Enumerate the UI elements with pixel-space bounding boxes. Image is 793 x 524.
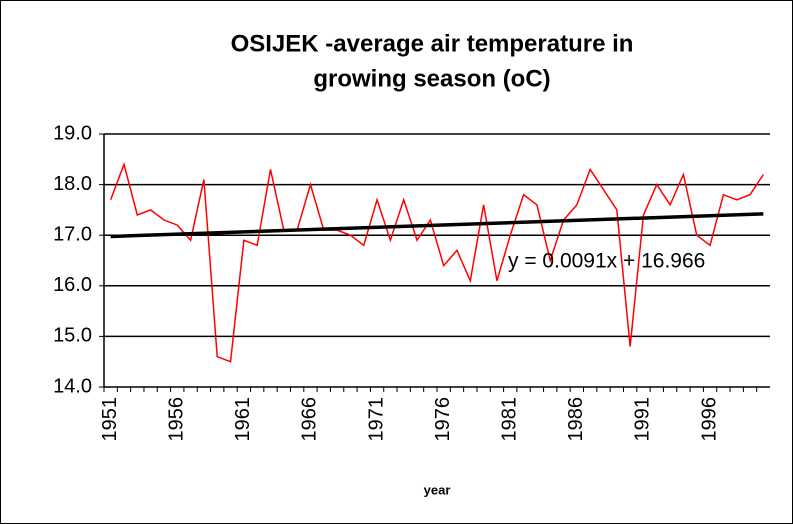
x-tick-label: 1991 (632, 397, 654, 442)
x-tick-label: 1961 (232, 397, 254, 442)
x-tick-label: 1966 (299, 397, 321, 442)
y-tick-label: 17.0 (53, 223, 92, 245)
chart-title: OSIJEK -average air temperature in (231, 30, 634, 57)
y-tick-label: 14.0 (53, 375, 92, 397)
x-tick-label: 1996 (698, 397, 720, 442)
trendline (110, 212, 764, 239)
x-tick-label: 1951 (99, 397, 121, 442)
chart-title: growing season (oC) (313, 65, 550, 92)
x-axis-label: year (424, 482, 451, 497)
data-line (109, 161, 764, 363)
x-tick-label: 1956 (166, 397, 188, 442)
x-tick-label: 1976 (432, 397, 454, 442)
x-tick-label: 1986 (565, 397, 587, 442)
y-tick-label: 19.0 (53, 122, 92, 144)
y-tick-label: 18.0 (53, 173, 92, 195)
trendline-equation: y = 0.0091x + 16.966 (508, 250, 705, 273)
x-tick-label: 1981 (499, 397, 521, 442)
y-tick-label: 15.0 (53, 325, 92, 347)
x-tick-label: 1971 (365, 397, 387, 442)
y-tick-label: 16.0 (53, 274, 92, 296)
